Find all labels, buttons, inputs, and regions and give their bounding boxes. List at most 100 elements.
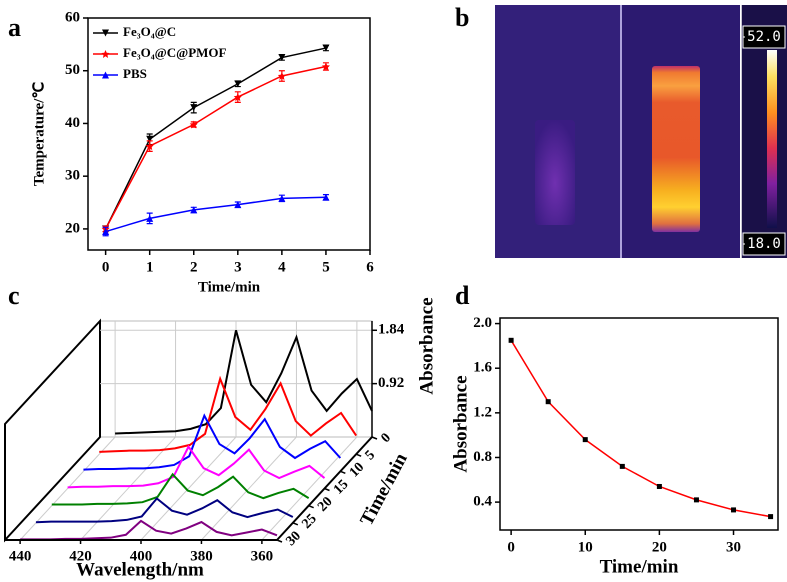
- marker: [582, 437, 588, 443]
- x-tick-label: 3: [234, 259, 242, 275]
- marker: [619, 463, 625, 469]
- x-tick-label: 0: [507, 539, 515, 555]
- plot-frame: [87, 17, 371, 251]
- marker: [102, 29, 109, 37]
- marker: [145, 142, 154, 151]
- x-tick-label: 1: [146, 259, 154, 275]
- x-tick-label: 380: [190, 548, 213, 564]
- x-axis-title: Time/min: [198, 279, 261, 295]
- hot-sample: [652, 66, 700, 232]
- y-tick-label: 1.2: [473, 404, 492, 420]
- x-tick-label: 4: [278, 259, 286, 275]
- time-axis: [276, 436, 373, 541]
- x-tick-label: 5: [322, 259, 330, 275]
- y-axis-title: Time/min: [356, 449, 412, 529]
- y-tick-label: 50: [65, 62, 80, 78]
- y-tick-label: 20: [65, 220, 80, 236]
- spectrum: [99, 375, 357, 453]
- floor-grid-line: [19, 436, 116, 541]
- y-tick-label: 30: [65, 168, 80, 184]
- z-axis-title: Absorbance: [416, 297, 437, 394]
- x-tick-label: 420: [69, 548, 92, 564]
- y-tick-label: 0.8: [473, 449, 492, 465]
- x-tick-label: 400: [130, 548, 153, 564]
- colorbar-label: 18.0: [747, 236, 781, 252]
- marker: [278, 194, 286, 202]
- marker: [190, 104, 198, 112]
- y-axis-title: Absorbance: [450, 375, 471, 472]
- y-tick-label: 60: [65, 9, 80, 25]
- y-tick-label: 0.4: [473, 494, 492, 510]
- y-tick-label: 20: [315, 494, 336, 515]
- y-tick-label: 40: [65, 115, 80, 131]
- x-axis-title: Wavelength/nm: [76, 559, 204, 580]
- x-tick-label: 0: [102, 259, 110, 275]
- series-line: [104, 65, 327, 230]
- floor-grid-line: [261, 436, 358, 541]
- marker: [101, 50, 110, 58]
- panel-label: a: [8, 13, 21, 42]
- y-tick-label: 2.0: [473, 315, 492, 331]
- marker: [189, 120, 198, 129]
- z-tick-label: 1.84: [378, 322, 405, 338]
- marker: [545, 399, 551, 405]
- spectrum: [35, 497, 294, 524]
- y-tick-label: 5: [363, 448, 379, 464]
- x-tick-label: 440: [9, 548, 32, 564]
- x-tick-label: 360: [251, 548, 274, 564]
- panel-label: b: [455, 3, 469, 32]
- marker: [234, 201, 242, 209]
- x-tick-label: 6: [366, 259, 374, 275]
- marker: [731, 507, 737, 513]
- x-tick-label: 30: [726, 539, 741, 555]
- series-line: [105, 196, 326, 233]
- legend-label: Fe₃O₄@C@PMOF: [123, 45, 227, 60]
- marker: [277, 72, 286, 80]
- marker: [508, 337, 514, 343]
- legend-label: Fe₃O₄@C: [123, 24, 176, 39]
- marker: [322, 44, 330, 52]
- floor-grid-line: [140, 436, 237, 541]
- x-tick-label: 20: [652, 539, 667, 555]
- colorbar: [767, 50, 777, 228]
- marker: [190, 206, 198, 214]
- legend-label: PBS: [123, 66, 147, 81]
- y-tick-label: 30: [283, 529, 304, 550]
- series-line: [104, 47, 327, 230]
- marker: [233, 93, 242, 102]
- marker: [322, 193, 330, 201]
- marker: [146, 135, 154, 143]
- y-tick-label: 10: [347, 460, 368, 481]
- panel-label: c: [8, 281, 20, 310]
- plot-frame: [499, 317, 779, 531]
- floor-grid-line: [201, 436, 297, 541]
- marker: [278, 54, 286, 62]
- marker: [102, 228, 110, 236]
- y-tick-label: 15: [331, 477, 352, 498]
- faint-sample: [535, 120, 575, 225]
- left-wall: [4, 318, 101, 543]
- marker: [102, 71, 109, 79]
- marker: [146, 214, 154, 222]
- marker: [321, 62, 330, 71]
- marker: [656, 483, 662, 489]
- floor-grid-line: [80, 436, 176, 541]
- spectrum: [67, 444, 326, 489]
- spectrum: [115, 330, 373, 435]
- y-tick-label: 0: [378, 431, 394, 447]
- marker: [768, 514, 774, 520]
- y-axis-title: Temperature/℃: [31, 82, 47, 186]
- colorbar-label: 52.0: [747, 29, 781, 45]
- y-tick: [371, 436, 378, 440]
- marker: [234, 80, 242, 88]
- spectrum: [20, 519, 278, 541]
- marker: [693, 497, 699, 503]
- spectrum: [51, 472, 310, 506]
- x-tick-label: 2: [190, 259, 198, 275]
- spectrum: [83, 413, 342, 471]
- y-tick-label: 1.6: [473, 360, 492, 376]
- z-tick-label: 0.92: [378, 375, 404, 391]
- x-axis-title: Time/min: [600, 556, 679, 577]
- y-tick-label: 25: [299, 511, 320, 532]
